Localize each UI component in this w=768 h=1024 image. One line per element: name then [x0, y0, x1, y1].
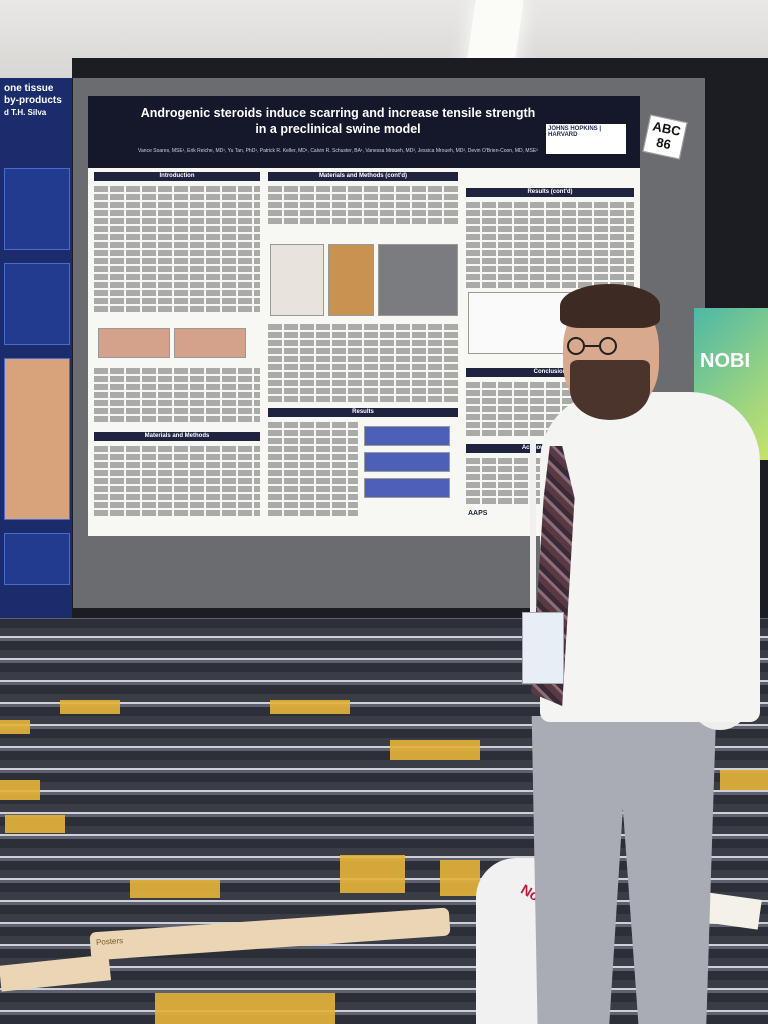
poster-header: Androgenic steroids induce scarring and … — [88, 96, 640, 168]
section-materials-methods: Materials and Methods — [94, 432, 260, 441]
introduction-text — [94, 184, 260, 324]
person-hair — [560, 284, 660, 328]
figure-2a — [270, 244, 324, 316]
materials-methods-text — [94, 444, 260, 524]
carpet-tile — [60, 700, 120, 714]
adjacent-poster-figure — [4, 358, 70, 520]
carpet-tile — [0, 720, 30, 734]
adjacent-poster-panel — [4, 533, 70, 585]
section-results-cont: Results (cont'd) — [466, 188, 634, 197]
background-banner-text: NOBI — [700, 350, 750, 372]
adjacent-poster-panel — [4, 263, 70, 345]
adjacent-poster-author: d T.H. Silva — [4, 108, 47, 117]
carpet-tile — [440, 860, 480, 896]
person-beard — [570, 360, 650, 420]
intro-continued-text — [94, 366, 260, 426]
figure-1b — [174, 328, 246, 358]
section-results: Results — [268, 408, 458, 417]
carpet-tile — [340, 855, 405, 893]
adjacent-poster-panel — [4, 168, 70, 250]
institution-logo: JOHNS HOPKINS | HARVARD — [546, 124, 626, 154]
adjacent-poster-title-line2: by-products — [4, 95, 62, 106]
name-badge — [522, 612, 564, 684]
carpet-tile — [270, 700, 350, 714]
results-cont-text — [466, 200, 634, 288]
methods-detail-text — [268, 322, 458, 402]
figure-3-stain-2 — [364, 452, 450, 472]
figure-3-stain-1 — [364, 426, 450, 446]
carpet-tile — [0, 780, 40, 800]
section-introduction: Introduction — [94, 172, 260, 181]
methods-cont-text — [268, 184, 458, 232]
carpet-tile — [130, 880, 220, 898]
figure-1a — [98, 328, 170, 358]
poster-title-line1: Androgenic steroids induce scarring and … — [140, 106, 536, 120]
carpet-tile — [5, 815, 65, 833]
poster-title-line2: in a preclinical swine model — [255, 122, 421, 136]
adjacent-poster: one tissue by-products d T.H. Silva — [0, 78, 72, 618]
carpet-tile — [720, 770, 768, 790]
aaps-logo: AAPS — [468, 510, 488, 517]
histology-text — [268, 420, 358, 520]
figure-2c — [378, 244, 458, 316]
carpet-tile — [155, 993, 335, 1024]
glasses-icon — [567, 337, 617, 355]
carpet-tile — [390, 740, 480, 760]
person-shirt — [540, 392, 760, 722]
adjacent-poster-title: one tissue by-products d T.H. Silva — [4, 83, 70, 119]
figure-2b — [328, 244, 374, 316]
poster-authors: Vance Soares, MSE¹, Erik Reiche, MD¹, Yu… — [138, 148, 538, 154]
figure-3-stain-3 — [364, 478, 450, 498]
adjacent-poster-title-line1: one tissue — [4, 83, 54, 94]
section-materials-methods-cont: Materials and Methods (cont'd) — [268, 172, 458, 181]
poster-number-badge: ABC 86 — [642, 114, 688, 160]
section-conclusion: Conclusion — [466, 368, 634, 377]
acknowledgements-text — [466, 456, 546, 506]
person-lanyard — [530, 440, 656, 640]
poster-tube-label: Posters — [95, 936, 124, 947]
